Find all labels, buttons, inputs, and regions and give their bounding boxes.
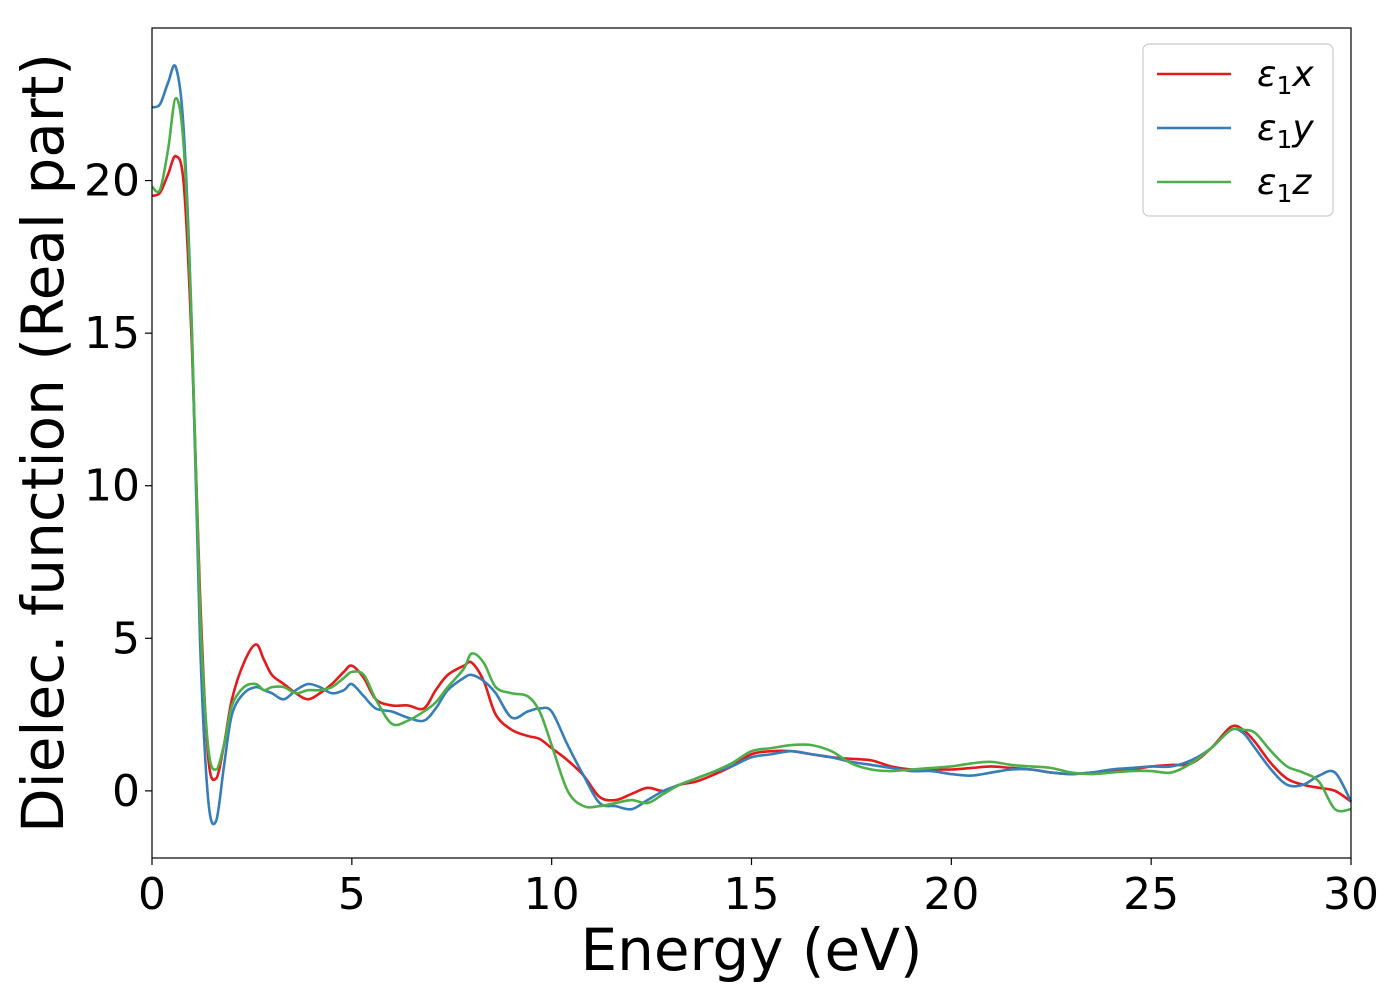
y-tick-label: 10 xyxy=(84,461,140,512)
legend-label-z: ε1z xyxy=(1257,162,1312,208)
series-line-z xyxy=(151,96,1352,813)
x-axis-title: Energy (eV) xyxy=(580,916,922,984)
x-tick-label: 20 xyxy=(923,869,979,920)
y-axis-title: Dielec. function (Real part) xyxy=(9,53,77,833)
y-axis-ticks: 0 5 10 15 20 xyxy=(84,156,152,817)
x-axis-ticks: 0 5 10 15 20 25 30 xyxy=(138,858,1379,920)
y-tick-label: 5 xyxy=(112,613,140,664)
series-line-x xyxy=(151,154,1352,803)
legend-label-y: ε1y xyxy=(1257,108,1314,154)
x-tick-label: 10 xyxy=(524,869,580,920)
series-lines xyxy=(151,64,1353,826)
legend-label-x: ε1x xyxy=(1257,54,1314,100)
y-tick-label: 15 xyxy=(84,308,140,359)
series-line-y xyxy=(151,64,1353,826)
x-tick-label: 15 xyxy=(724,869,780,920)
y-tick-label: 0 xyxy=(112,766,140,817)
x-tick-label: 0 xyxy=(138,869,166,920)
y-tick-label: 20 xyxy=(84,156,140,207)
x-tick-label: 5 xyxy=(338,869,366,920)
x-tick-label: 25 xyxy=(1123,869,1179,920)
legend-box xyxy=(1142,43,1334,217)
x-tick-label: 30 xyxy=(1323,869,1379,920)
legend: ε1x ε1y ε1z xyxy=(1142,43,1334,217)
